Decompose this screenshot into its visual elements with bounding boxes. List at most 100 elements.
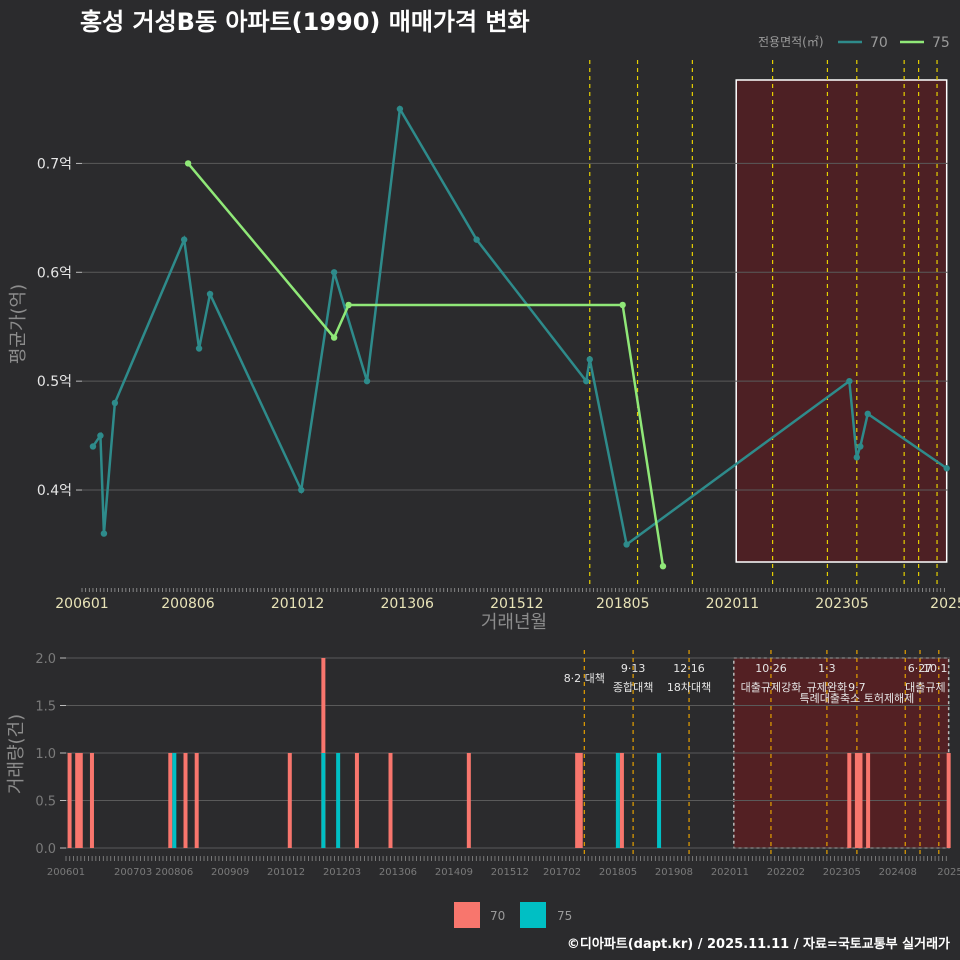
volume-bar-70 [946,753,951,848]
policy-annotation-5: 10·26 [755,662,787,675]
data-point-70 [97,432,104,439]
x-tick-label-2: 201012 [271,596,324,612]
data-point-70 [473,236,480,243]
bottom-x-tick-label-10: 201805 [599,867,637,878]
volume-bar-70 [354,753,359,848]
x-tick-label-8: 2025 [930,596,960,612]
data-point-70 [864,410,871,418]
volume-bar-70 [466,753,471,848]
volume-bar-70 [854,753,859,848]
policy-annotation-2: 종합대책 [613,681,653,694]
bottom-x-tick-label-2: 200806 [155,867,193,878]
bottom-y-axis-title: 거래량(건) [6,714,27,794]
volume-bar-75 [657,753,662,848]
footer-credit: ©디아파트(dapt.kr) / 2025.11.11 / 자료=국토교통부 실… [567,936,950,952]
bottom-x-tick-label-0: 200601 [47,867,85,878]
data-point-70 [943,465,950,472]
y-tick-label-0: 0.4억 [37,483,72,499]
volume-bar-70 [89,753,94,848]
bottom-x-tick-label-5: 201203 [323,867,361,878]
policy-shade-region [735,79,948,563]
bottom-x-tick-label-11: 201908 [655,867,693,878]
volume-bar-70 [168,753,173,848]
volume-bar-75 [615,753,620,848]
volume-bar-75 [321,753,326,848]
y-tick-label-3: 0.7억 [37,156,72,172]
y-axis-title: 평균가(억) [8,284,29,364]
policy-annotation-10: 특례대출축소 토허제해제 [799,691,914,705]
x-tick-label-4: 201512 [490,596,543,612]
bottom-x-tick-label-15: 202408 [879,867,917,878]
chart-title: 홍성 거성B동 아파트(1990) 매매가격 변화 [80,8,530,36]
legend-swatch-75 [520,902,546,928]
bottom-x-tick-label-13: 202202 [767,867,805,878]
data-point-70 [853,454,860,461]
data-point-70 [89,443,97,450]
series-line-70 [91,105,948,547]
data-point-70 [180,236,188,243]
x-tick-label-6: 202011 [706,596,759,612]
volume-chart: 0.0 0.5 1.0 1.5 2.0 200601 200703 200806 200909 2… [6,650,960,878]
x-tick-label-7: 202305 [815,596,868,612]
volume-bar-70 [287,753,292,848]
bottom-legend: 70 75 [454,902,572,928]
volume-bar-70 [858,753,863,848]
data-point-75 [659,563,667,570]
y-tick-label-1: 0.5억 [37,374,72,390]
bottom-x-tick-label-9: 201702 [543,867,581,878]
volume-bar-70 [866,753,871,848]
policy-annotation-1: 9·13 [621,662,646,675]
volume-bar-70 [78,753,83,848]
bottom-x-tick-label-7: 201409 [435,867,473,878]
volume-bar-75 [172,753,177,848]
policy-annotation-8: 규제완화 [807,681,847,694]
data-point-75 [184,160,192,167]
bottom-x-minor-ticks [65,856,947,861]
x-axis-title: 거래년월 [481,612,547,633]
legend-bottom-label-75: 75 [557,909,572,923]
data-point-70 [846,377,853,385]
bottom-x-tick-label-4: 201012 [267,867,305,878]
legend-swatch-70 [454,902,480,928]
legend-bottom-label-70: 70 [490,909,505,923]
data-point-70 [586,356,593,363]
legend-label-75: 75 [932,35,950,51]
bottom-y-tick-label-3: 1.5 [35,700,56,715]
bottom-y-tick-label-4: 2.0 [35,652,56,667]
price-chart: 0.4억 0.5억 0.6억 0.7억 200601 200806 201012 201306… [8,60,960,633]
x-tick-label-0: 200601 [55,596,108,612]
bottom-x-tick-label-8: 201512 [491,867,529,878]
data-point-70 [623,541,630,548]
bottom-y-tick-label-1: 0.5 [35,795,56,810]
volume-bar-70 [575,753,580,848]
volume-bar-70 [183,753,188,848]
policy-annotation-3: 12·16 [673,662,705,675]
bottom-y-tick-label-2: 1.0 [35,747,56,762]
volume-bar-75 [336,753,341,848]
volume-bar-70 [67,753,72,848]
volume-bar-70 [578,753,583,848]
bottom-x-tick-label-1: 200703 [114,867,152,878]
legend-label-70: 70 [870,35,888,51]
policy-annotation-4: 18차대책 [667,681,711,694]
data-point-75 [619,301,626,309]
volume-bar-70 [847,753,852,848]
x-tick-label-1: 200806 [161,596,215,612]
volume-bar-70 [75,753,80,848]
data-point-70 [195,345,203,352]
data-point-70 [206,290,214,298]
y-tick-label-2: 0.6억 [37,265,72,281]
data-point-70 [298,486,305,494]
data-point-70 [583,377,590,385]
volume-bar-70 [194,753,199,848]
policy-annotation-12: 10·1 [923,662,948,675]
data-point-70 [363,377,371,385]
volume-bar-70 [388,753,393,848]
volume-bar-70 [619,753,624,848]
data-point-70 [111,399,119,407]
data-point-75 [330,334,338,341]
policy-annotation-0: 8·2 대책 [564,672,605,685]
bottom-x-tick-label-3: 200909 [211,867,249,878]
